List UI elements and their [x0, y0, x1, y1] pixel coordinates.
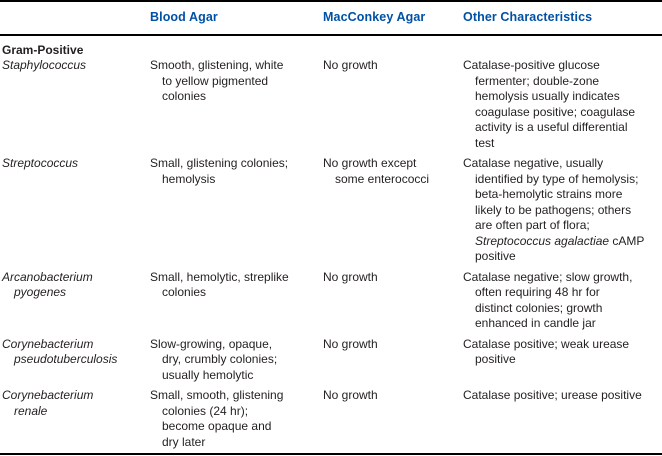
- blood-agar-cell: Small, glistening colonies; hemolysis: [150, 156, 289, 186]
- other-text-segment: Catalase negative; slow growth, often re…: [463, 269, 633, 331]
- bottom-rule: [0, 453, 662, 455]
- header-separator-rule: [0, 33, 662, 36]
- top-rule: [0, 0, 662, 2]
- other-characteristics-cell: Catalase positive; urease positive: [463, 388, 662, 450]
- other-text-segment: Catalase negative, usually identified by…: [463, 156, 639, 232]
- other-characteristics-cell: Catalase-positive glucose fermenter; dou…: [463, 58, 662, 151]
- other-text-segment: Catalase-positive glucose fermenter; dou…: [463, 58, 636, 150]
- other-text-segment: cAMP positive: [475, 233, 645, 264]
- table-body: Staphylococcus Smooth, glistening, white …: [0, 58, 662, 455]
- macconkey-agar-cell: No growth: [323, 388, 378, 402]
- table-row: Arcanobacterium pyogenes Small, hemolytic…: [0, 270, 662, 337]
- macconkey-agar-cell: No growth: [323, 58, 378, 72]
- table-header-row: Blood Agar MacConkey Agar Other Characte…: [0, 2, 662, 34]
- blood-agar-cell: Smooth, glistening, white to yellow pigm…: [150, 58, 284, 103]
- organism-name: Streptococcus: [2, 156, 79, 170]
- organism-name: Corynebacterium pseudotuberculosis: [2, 336, 118, 367]
- col-header-other-characteristics: Other Characteristics: [463, 10, 593, 24]
- table-row: Corynebacterium renale Small, smooth, gli…: [0, 388, 662, 455]
- table-row: Staphylococcus Smooth, glistening, white …: [0, 58, 662, 156]
- species-name-italic: Streptococcus agalactiae: [475, 233, 610, 248]
- other-text-segment: Catalase positive; weak urease positive: [463, 336, 630, 367]
- other-characteristics-cell: Catalase negative; slow growth, often re…: [463, 270, 662, 332]
- macconkey-agar-cell: No growth: [323, 269, 378, 284]
- macconkey-agar-cell: No growth except some enterococci: [323, 156, 430, 186]
- blood-agar-cell: Slow-growing, opaque, dry, crumbly colon…: [150, 336, 278, 382]
- blood-agar-cell: Small, hemolytic, streplike colonies: [150, 269, 289, 300]
- section-header-gram-positive: Gram-Positive: [2, 42, 84, 57]
- organism-name: Staphylococcus: [2, 58, 87, 72]
- other-text-segment: Catalase positive; urease positive: [463, 388, 642, 402]
- table-row: Streptococcus Small, glistening colonies;…: [0, 156, 662, 270]
- other-characteristics-cell: Catalase positive; weak urease positive: [463, 337, 662, 384]
- other-characteristics-cell: Catalase negative, usually identified by…: [463, 156, 662, 265]
- organism-name: Corynebacterium renale: [2, 388, 94, 418]
- blood-agar-cell: Small, smooth, glistening colonies (24 h…: [150, 388, 284, 449]
- organism-name: Arcanobacterium pyogenes: [2, 269, 93, 300]
- col-header-blood-agar: Blood Agar: [150, 10, 218, 24]
- table-row: Corynebacterium pseudotuberculosis Slow-g…: [0, 337, 662, 389]
- macconkey-agar-cell: No growth: [323, 336, 378, 351]
- col-header-macconkey-agar: MacConkey Agar: [323, 10, 426, 24]
